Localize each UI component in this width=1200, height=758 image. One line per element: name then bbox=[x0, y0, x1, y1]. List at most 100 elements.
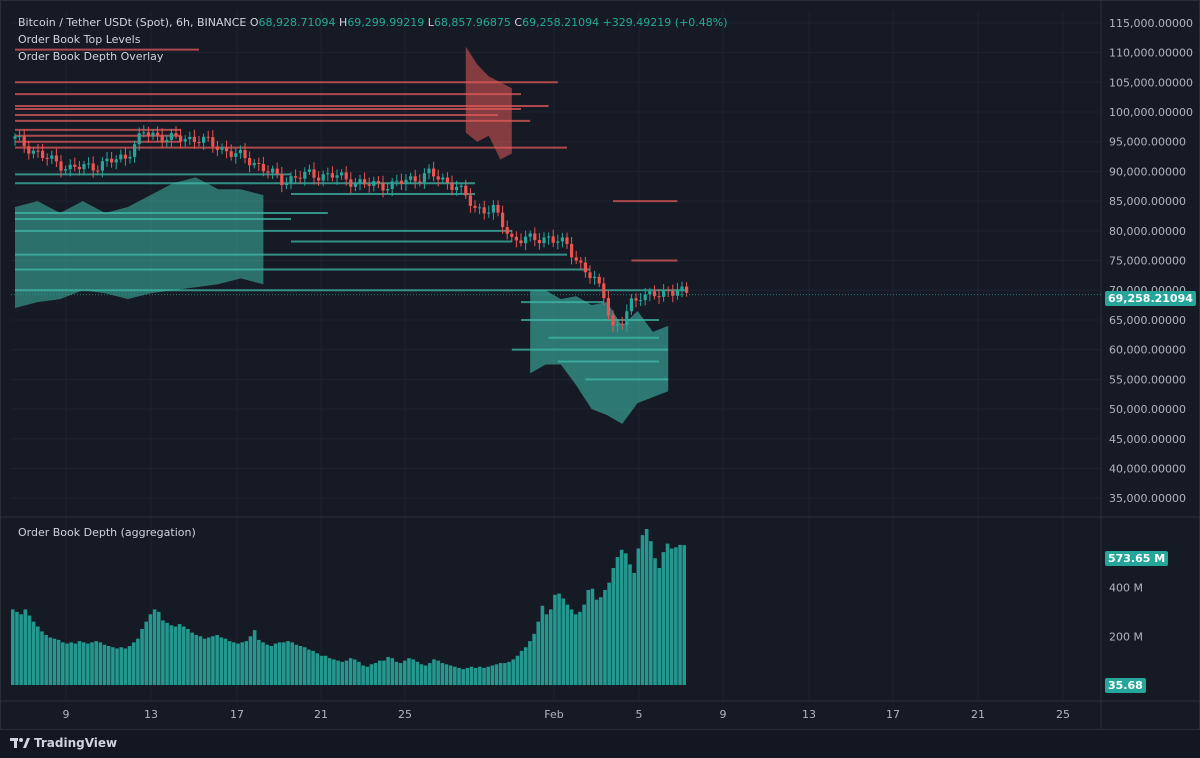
depth-bar bbox=[27, 615, 32, 685]
candle-body bbox=[418, 181, 422, 183]
depth-bar bbox=[665, 543, 670, 685]
candle-body bbox=[496, 204, 500, 213]
candle-body bbox=[225, 147, 229, 152]
depth-bar bbox=[90, 642, 94, 685]
depth-bar bbox=[607, 582, 611, 685]
depth-bar bbox=[632, 572, 636, 685]
candle-body bbox=[275, 168, 279, 175]
candle-body bbox=[648, 291, 652, 295]
candle-body bbox=[491, 204, 495, 213]
depth-bar bbox=[94, 641, 98, 685]
candle-body bbox=[312, 169, 316, 178]
depth-bar bbox=[444, 664, 449, 685]
candle-body bbox=[528, 233, 532, 237]
time-axis-label: 25 bbox=[398, 708, 412, 721]
candle-body bbox=[427, 168, 431, 174]
candle-body bbox=[202, 136, 206, 143]
depth-bar bbox=[327, 658, 332, 685]
candle-body bbox=[156, 132, 160, 136]
depth-bar bbox=[482, 667, 486, 685]
symbol-legend[interactable]: Bitcoin / Tether USDt (Spot), 6h, BINANC… bbox=[18, 14, 728, 31]
candle-body bbox=[597, 276, 601, 284]
depth-bar bbox=[365, 666, 370, 685]
depth-bar bbox=[323, 655, 328, 685]
depth-bar bbox=[532, 633, 536, 685]
time-axis-label: 21 bbox=[314, 708, 328, 721]
depth-bar bbox=[373, 663, 378, 685]
candle-body bbox=[50, 155, 54, 159]
depth-bar bbox=[123, 648, 128, 685]
candle-body bbox=[551, 236, 555, 243]
depth-bar bbox=[423, 665, 428, 685]
candle-body bbox=[96, 170, 100, 172]
tradingview-logo-icon bbox=[10, 738, 30, 748]
depth-bar bbox=[165, 622, 169, 685]
candle-body bbox=[82, 164, 86, 170]
depth-bar bbox=[277, 642, 282, 685]
candle-body bbox=[473, 205, 477, 208]
candle-body bbox=[588, 272, 592, 279]
candle-body bbox=[261, 163, 265, 172]
depth-bar bbox=[40, 631, 44, 685]
depth-bar bbox=[507, 661, 511, 685]
depth-bar bbox=[144, 621, 149, 685]
candle-body bbox=[565, 237, 569, 244]
candle-body bbox=[381, 182, 385, 191]
tradingview-logo[interactable]: TradingView bbox=[10, 736, 117, 750]
indicator-legend-depth-aggregation[interactable]: Order Book Depth (aggregation) bbox=[18, 526, 196, 539]
depth-bar bbox=[207, 637, 211, 685]
depth-bar bbox=[636, 548, 641, 685]
candle-body bbox=[583, 262, 587, 273]
chart-canvas[interactable]: 35,000.00000 40,000.00000 45,000.00000 50,0… bbox=[1, 1, 1200, 731]
depth-bar bbox=[156, 611, 161, 685]
candle-body bbox=[133, 144, 137, 157]
chart-frame[interactable]: 35,000.00000 40,000.00000 45,000.00000 50,0… bbox=[0, 0, 1200, 731]
depth-bar bbox=[340, 661, 345, 685]
depth-bar bbox=[269, 646, 274, 685]
depth-bar bbox=[557, 593, 561, 685]
price-axis-label: 105,000.00000 bbox=[1109, 76, 1193, 89]
candle-body bbox=[468, 195, 472, 206]
candle-body bbox=[183, 139, 187, 142]
candle-body bbox=[459, 185, 463, 187]
candle-body bbox=[197, 142, 201, 144]
candle-body bbox=[160, 135, 164, 143]
candle-body bbox=[482, 207, 486, 214]
depth-bar bbox=[369, 664, 374, 685]
depth-bar bbox=[498, 663, 503, 685]
candle-body bbox=[215, 146, 219, 150]
symbol-title: Bitcoin / Tether USDt (Spot), 6h, BINANC… bbox=[18, 16, 247, 29]
price-axis-label: 40,000.00000 bbox=[1109, 462, 1186, 475]
depth-bar bbox=[582, 604, 586, 685]
candle-body bbox=[298, 177, 302, 179]
indicator-legend-depth-overlay[interactable]: Order Book Depth Overlay bbox=[18, 50, 164, 63]
candle-body bbox=[510, 233, 514, 237]
footer-bar bbox=[0, 730, 1200, 758]
candle-body bbox=[174, 133, 178, 136]
candle-body bbox=[280, 174, 284, 186]
candle-body bbox=[238, 150, 242, 154]
depth-bar bbox=[140, 628, 144, 685]
close-value: 69,258.21094 bbox=[522, 16, 600, 29]
candle-body bbox=[211, 137, 215, 147]
depth-bar bbox=[115, 648, 119, 685]
candle-body bbox=[321, 174, 325, 181]
candle-body bbox=[593, 276, 597, 279]
price-axis-label: 60,000.00000 bbox=[1109, 344, 1186, 357]
candle-body bbox=[68, 164, 72, 170]
depth-bar bbox=[599, 597, 603, 685]
depth-bar bbox=[61, 642, 65, 685]
depth-bar bbox=[81, 642, 86, 685]
indicator-legend-top-levels[interactable]: Order Book Top Levels bbox=[18, 33, 141, 46]
depth-bar bbox=[282, 642, 286, 685]
depth-bar bbox=[236, 643, 240, 685]
candle-body bbox=[409, 176, 413, 180]
candle-body bbox=[335, 175, 339, 178]
high-label: H bbox=[339, 16, 348, 29]
depth-bar bbox=[152, 609, 157, 685]
candle-body bbox=[685, 286, 689, 293]
depth-bar bbox=[669, 548, 674, 685]
depth-axis-label: 400 M bbox=[1109, 582, 1143, 595]
depth-bar bbox=[361, 665, 365, 685]
